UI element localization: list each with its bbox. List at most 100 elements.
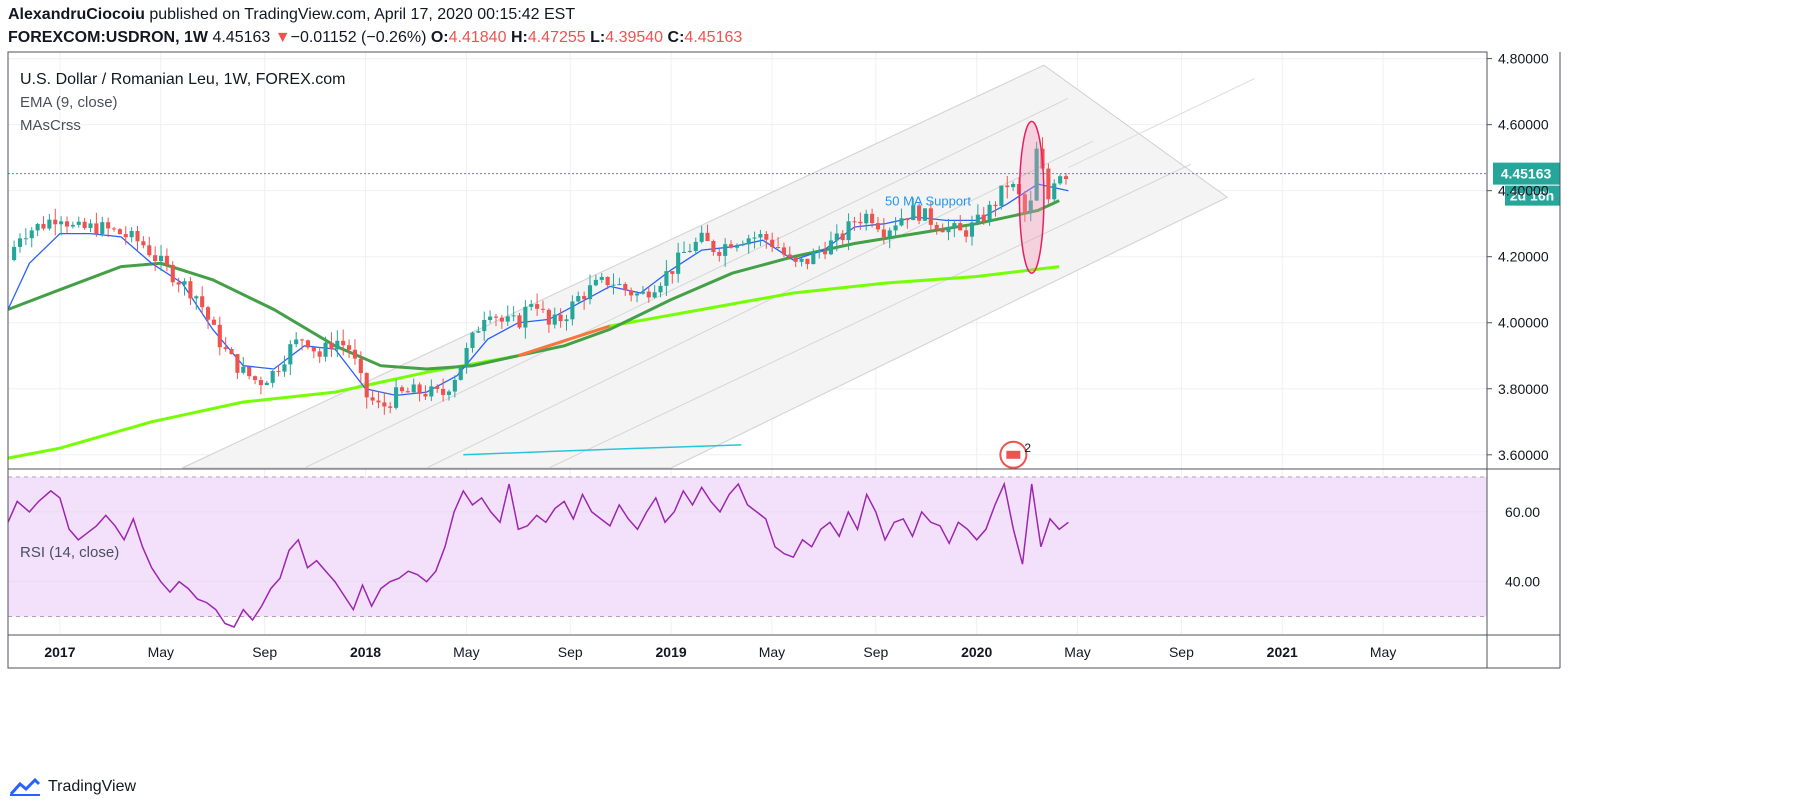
candle-body	[388, 406, 393, 408]
price-tag-box	[1493, 162, 1560, 185]
candle-body	[834, 233, 839, 241]
candle-body	[311, 347, 316, 352]
candle-body	[35, 223, 40, 231]
publish-line: AlexandruCiocoiu published on TradingVie…	[8, 6, 575, 24]
candle-body	[958, 223, 963, 231]
candle-body	[76, 221, 81, 225]
candle-body	[247, 366, 252, 377]
candle-body	[211, 319, 216, 325]
candle-body	[470, 332, 475, 348]
author-name[interactable]: AlexandruCiocoiu	[8, 6, 145, 23]
candle-body	[476, 331, 481, 333]
candle-body	[640, 291, 645, 294]
candle-body	[535, 304, 540, 309]
candle-body	[681, 251, 687, 253]
open-value: 4.41840	[448, 29, 507, 46]
chart-title[interactable]: U.S. Dollar / Romanian Leu, 1W, FOREX.co…	[20, 71, 346, 88]
ema-legend[interactable]: EMA (9, close)	[20, 94, 118, 111]
rsi-tick-label: 60.00	[1505, 504, 1540, 520]
candle-body	[523, 306, 528, 328]
candle-body	[493, 316, 499, 318]
candle-body	[1022, 194, 1027, 213]
candle-body	[687, 250, 692, 252]
time-tick-label: 2020	[961, 644, 992, 660]
last-price: 4.45163	[212, 29, 271, 46]
candle-body	[117, 229, 122, 235]
candle-body	[499, 317, 504, 322]
time-tick-label: 2018	[350, 644, 381, 660]
candle-body	[29, 230, 34, 239]
candle-body	[611, 284, 616, 286]
time-tick-label: May	[148, 644, 174, 660]
candle-body	[693, 241, 698, 251]
price-tick-label: 3.80000	[1498, 381, 1549, 397]
candle-body	[770, 239, 775, 248]
candle-body	[276, 370, 281, 372]
candle-body	[993, 204, 998, 206]
candle-body	[940, 229, 945, 233]
channel-line	[426, 140, 1094, 469]
candle-body	[12, 246, 17, 260]
ma-extra-line	[463, 444, 742, 456]
down-arrow-icon: ▼	[274, 29, 291, 46]
low-label: L:	[590, 29, 606, 46]
candle-body	[41, 223, 46, 229]
candle-body	[176, 282, 181, 285]
candle-body	[511, 315, 516, 317]
candle-body	[370, 397, 375, 401]
candle-body	[1058, 176, 1063, 184]
candle-body	[858, 221, 863, 224]
candle-body	[652, 292, 657, 298]
event-count-badge: 2	[1024, 441, 1031, 455]
brand-name: TradingView	[48, 778, 137, 795]
candle-body	[82, 221, 87, 229]
candle-body	[452, 379, 457, 392]
candle-body	[676, 252, 681, 274]
candle-body	[364, 373, 369, 398]
rsi-band-fill	[8, 476, 1487, 617]
candle-body	[441, 388, 446, 395]
candle-body	[723, 244, 728, 256]
rsi-tick-label: 40.00	[1505, 574, 1540, 590]
candle-body	[323, 342, 328, 357]
open-label: O:	[430, 29, 449, 46]
price-tick-label: 4.00000	[1498, 315, 1549, 331]
candle-body	[294, 339, 299, 345]
tradingview-logo[interactable]: TradingView	[8, 778, 136, 796]
channel-line	[670, 196, 1228, 469]
candle-body	[758, 234, 763, 238]
candle-body	[576, 296, 581, 302]
candle-body	[200, 296, 205, 308]
candle-body	[229, 349, 234, 355]
candle-body	[670, 271, 675, 274]
time-tick-label: 2017	[44, 644, 75, 660]
candle-body	[952, 223, 957, 227]
channel-extension	[1068, 77, 1255, 169]
candle-body	[164, 255, 169, 265]
candle-body	[482, 319, 487, 332]
candle-body	[823, 250, 828, 255]
candle-body	[123, 234, 128, 238]
candle-body	[23, 238, 28, 240]
candle-body	[999, 185, 1004, 206]
candle-body	[893, 225, 898, 231]
ma-legend[interactable]: MAsCrss	[20, 117, 81, 134]
candle-body	[129, 230, 134, 238]
candle-body	[964, 230, 969, 237]
candle-body	[405, 391, 410, 393]
candle-body	[435, 386, 440, 389]
candle-body	[811, 252, 816, 265]
time-tick-label: May	[453, 644, 479, 660]
rsi-legend[interactable]: RSI (14, close)	[20, 544, 120, 561]
candle-body	[1034, 148, 1039, 201]
candle-body	[634, 293, 640, 296]
candle-body	[288, 344, 293, 365]
candle-body	[881, 229, 886, 238]
candle-body	[664, 271, 669, 286]
candle-body	[53, 219, 58, 225]
candle-body	[946, 226, 951, 233]
candle-body	[593, 279, 598, 286]
candle-body	[981, 214, 986, 222]
candle-body	[646, 291, 651, 298]
